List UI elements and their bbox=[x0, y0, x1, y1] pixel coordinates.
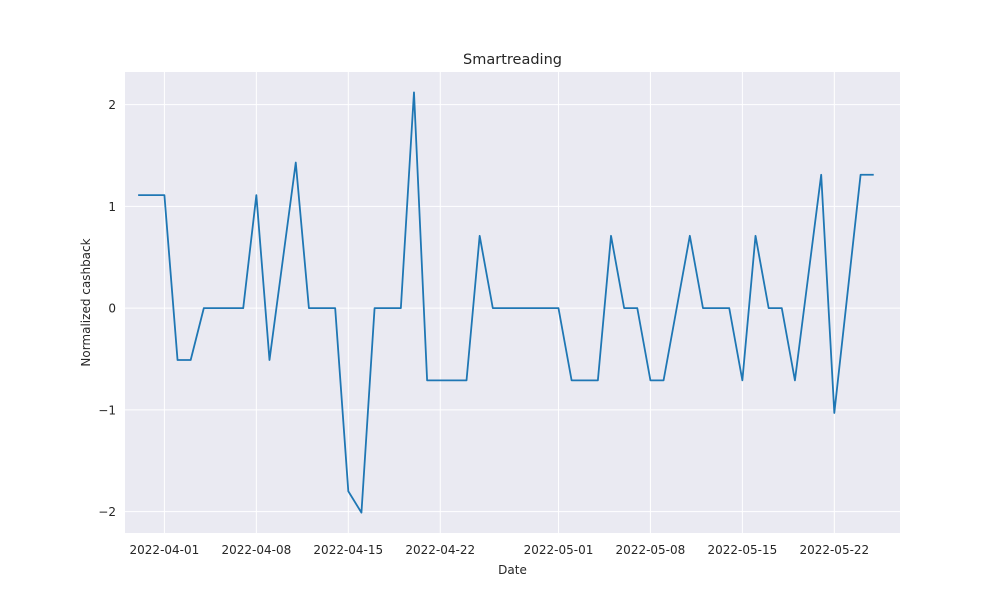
x-tick-labels: 2022-04-01 2022-04-08 2022-04-15 2022-04-22… bbox=[130, 543, 870, 557]
x-tick-label: 2022-04-01 bbox=[130, 543, 200, 557]
plot-area bbox=[125, 72, 900, 533]
x-tick-label: 2022-05-15 bbox=[707, 543, 777, 557]
x-tick-label: 2022-05-01 bbox=[524, 543, 594, 557]
y-tick-label: 0 bbox=[108, 302, 116, 316]
x-tick-label: 2022-05-22 bbox=[799, 543, 869, 557]
y-tick-label: 1 bbox=[108, 200, 116, 214]
x-tick-label: 2022-04-15 bbox=[313, 543, 383, 557]
x-axis-label: Date bbox=[498, 563, 527, 577]
series-line bbox=[138, 91, 874, 514]
x-gridlines bbox=[163, 72, 835, 533]
y-tick-label: 2 bbox=[108, 98, 116, 112]
chart-title: Smartreading bbox=[463, 52, 562, 68]
x-tick-label: 2022-04-08 bbox=[221, 543, 291, 557]
y-tick-label: −1 bbox=[98, 403, 116, 417]
x-tick-label: 2022-05-08 bbox=[616, 543, 686, 557]
y-tick-label: −2 bbox=[98, 505, 116, 519]
series-layer bbox=[138, 91, 874, 514]
y-tick-labels: −2 −1 0 1 2 bbox=[98, 98, 116, 519]
y-axis-label: Normalized cashback bbox=[79, 238, 93, 366]
x-tick-label: 2022-04-22 bbox=[405, 543, 475, 557]
